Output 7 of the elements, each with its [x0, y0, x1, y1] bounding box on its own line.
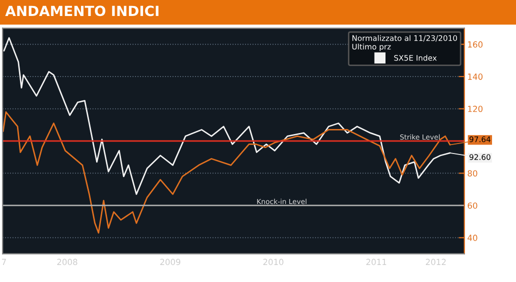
y-tick-label: 80	[468, 170, 478, 177]
y-tick-label: 140	[468, 74, 483, 80]
chart-title: ANDAMENTO INDICI	[5, 6, 158, 16]
y-tick-label: 160	[468, 41, 483, 48]
y-tick-label: 40	[468, 234, 478, 241]
y-tick-label: 60	[468, 202, 478, 209]
y-tick-label: 120	[468, 106, 483, 112]
